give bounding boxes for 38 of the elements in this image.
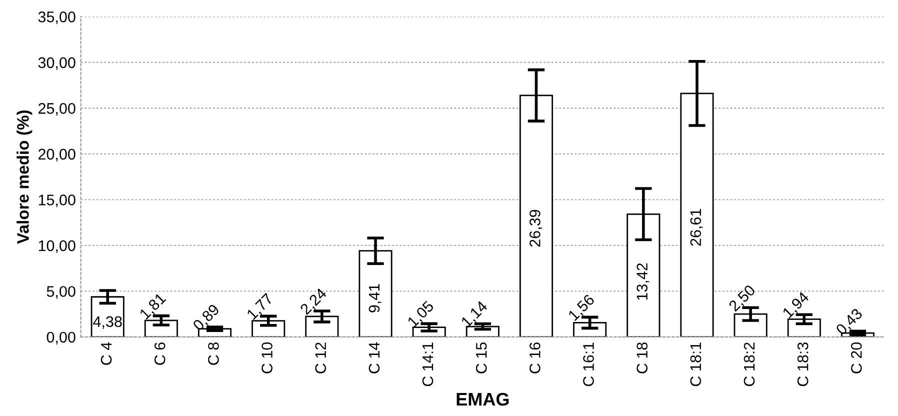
y-tick-label: 15,00 bbox=[38, 194, 76, 208]
x-tick-label: C 16 bbox=[530, 342, 540, 374]
y-axis-title: Valore medio (%) bbox=[16, 110, 32, 244]
x-tick-label: C 4 bbox=[100, 342, 112, 365]
x-tick-label: C 15 bbox=[476, 342, 487, 374]
bar bbox=[252, 320, 286, 337]
x-tick-label: C 10 bbox=[262, 342, 272, 374]
y-tick-label: 35,00 bbox=[38, 12, 76, 24]
x-tick-label: C 14:1 bbox=[422, 342, 434, 386]
y-tick-label: 0,00 bbox=[46, 332, 76, 344]
data-label: 13,42 bbox=[636, 263, 650, 300]
data-label: 0,89 bbox=[192, 304, 222, 333]
x-tick-label: C 18:3 bbox=[797, 342, 808, 386]
x-tick-label: C 18 bbox=[636, 342, 648, 374]
bar bbox=[305, 316, 339, 337]
y-tick-label: 20,00 bbox=[38, 148, 76, 162]
x-axis-title: EMAG bbox=[456, 392, 509, 406]
data-label: 26,61 bbox=[690, 208, 703, 246]
data-label: 26,39 bbox=[530, 210, 542, 247]
y-tick-label: 10,00 bbox=[38, 240, 76, 253]
bar bbox=[787, 318, 821, 337]
x-tick-label: C 16:1 bbox=[583, 342, 594, 386]
y-tick-label: 25,00 bbox=[38, 103, 76, 116]
y-tick-label: 30,00 bbox=[38, 57, 76, 70]
data-label: 0,43 bbox=[835, 308, 864, 337]
bar bbox=[90, 296, 124, 337]
x-tick-label: C 6 bbox=[154, 342, 166, 365]
data-label: 4,38 bbox=[93, 316, 122, 329]
y-tick-label: 5,00 bbox=[46, 286, 76, 299]
x-tick-label: C 18:2 bbox=[744, 342, 755, 386]
x-tick-label: C 8 bbox=[208, 342, 219, 365]
x-tick-label: C 20 bbox=[851, 342, 862, 374]
x-tick-label: C 14 bbox=[368, 342, 380, 374]
x-tick-label: C 12 bbox=[315, 342, 326, 374]
bar bbox=[734, 313, 768, 337]
data-label: 1,81 bbox=[139, 292, 168, 321]
x-tick-label: C 18:1 bbox=[690, 342, 702, 386]
data-label: 9,41 bbox=[368, 284, 382, 312]
